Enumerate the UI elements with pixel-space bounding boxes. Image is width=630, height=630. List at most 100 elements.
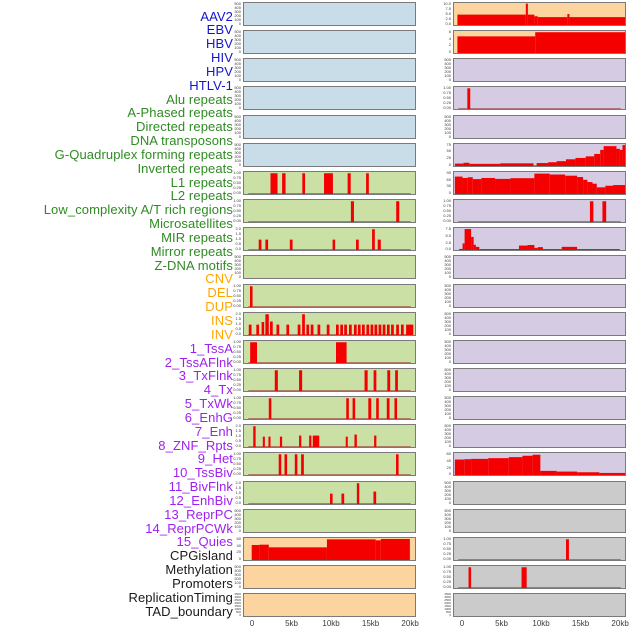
x-axis-tick-left: 10kb	[322, 619, 340, 628]
data-segment	[253, 426, 256, 448]
x-axis-tick-right: 5kb	[495, 619, 508, 628]
y-axis-tick-label: 0.25	[443, 100, 451, 106]
x-axis-tick-left: 5kb	[285, 619, 298, 628]
y-axis-tick-label: 1.0	[235, 489, 241, 495]
y-axis-tick-label: 200	[234, 266, 241, 272]
y-axis-tick-label: 200	[234, 576, 241, 581]
data-segment	[471, 237, 474, 251]
data-segment	[577, 472, 600, 476]
y-axis-tick-label: 1.00	[233, 451, 241, 457]
track-data-HTLV-1	[244, 144, 415, 166]
y-axis-tick-label: 100	[444, 439, 451, 445]
data-segment	[377, 239, 381, 251]
data-segment	[454, 459, 465, 476]
track-label-Z-DNA motifs: Z-DNA motifs	[154, 257, 233, 273]
y-axis-tick-label: 400	[444, 370, 451, 376]
y-axis-ticks: 2.0 1.5 1.0 0.5 0.0	[225, 227, 241, 251]
y-axis-tick-label: 0	[448, 49, 451, 55]
data-segment	[535, 32, 625, 54]
track-label-Inverted repeats: Inverted repeats	[137, 160, 233, 176]
track-panel-13_ReprPC	[453, 396, 626, 421]
data-segment	[589, 201, 594, 223]
y-axis-tick-label: 0.75	[233, 343, 241, 349]
data-segment	[330, 493, 333, 504]
data-segment	[577, 176, 584, 194]
track-label-6_EnhG: 6_EnhG	[184, 409, 233, 425]
track-label-7_Enh: 7_Enh	[194, 423, 233, 439]
y-axis-tick-label: 1000	[234, 607, 241, 612]
y-axis-tick-label: 0	[238, 274, 241, 280]
y-axis-ticks: 90 60 30 0	[435, 170, 451, 195]
data-segment	[467, 177, 473, 194]
y-axis-tick-label: 0	[239, 613, 241, 618]
y-axis-tick-label: 1.00	[233, 338, 241, 344]
data-segment	[276, 324, 280, 335]
track-data-TAD_boundary	[454, 594, 625, 616]
data-segment	[396, 324, 399, 335]
track-data-DEL	[244, 566, 415, 588]
y-axis-ticks: 500 400 300 200 100 0	[225, 114, 241, 139]
y-axis-tick-label: 500	[234, 85, 241, 91]
track-label-DEL: DEL	[207, 285, 233, 301]
y-axis-tick-label: 1.00	[233, 169, 241, 175]
y-axis-tick-label: 500	[444, 479, 451, 485]
y-axis-tick-label: 0.0	[235, 499, 241, 505]
y-axis-tick-label: 2	[448, 42, 451, 48]
y-axis-ticks: 500 400 300 200 100 0	[225, 142, 241, 167]
track-label-DUP: DUP	[205, 299, 233, 315]
data-segment	[361, 324, 365, 335]
data-segment	[536, 162, 549, 166]
y-axis-tick-label: 2.0	[235, 423, 241, 429]
data-segment	[299, 370, 303, 391]
data-segment	[575, 157, 586, 166]
track-panel-6_EnhG	[453, 199, 626, 224]
y-axis-tick-label: 0.00	[443, 555, 451, 561]
y-axis-ticks: 500 400 300 200 100 0	[435, 339, 451, 364]
y-axis-tick-label: 200	[444, 519, 451, 525]
y-axis-tick-label: 3000	[234, 595, 241, 600]
y-axis-tick-label: 500	[444, 57, 451, 63]
track-data-6_EnhG	[458, 201, 621, 223]
data-segment	[268, 398, 272, 420]
track-panel-DNA transposons	[243, 255, 416, 280]
y-axis-tick-label: 1.00	[233, 282, 241, 288]
track-panel-TAD_boundary	[453, 593, 626, 618]
y-axis-tick-label: 100	[444, 129, 451, 135]
data-segment	[299, 435, 302, 448]
y-axis-ticks: 2.0 1.5 1.0 0.5 0.0	[225, 424, 241, 448]
track-label-3_TxFlnk: 3_TxFlnk	[178, 368, 233, 384]
track-data-AAV2	[244, 3, 415, 25]
data-segment	[294, 454, 298, 476]
y-axis-tick-label: 0.25	[233, 184, 241, 190]
data-segment	[259, 544, 269, 560]
data-segment	[585, 156, 595, 166]
data-segment	[279, 436, 283, 448]
y-axis-tick-label: 0.25	[443, 213, 451, 219]
track-panel-L1 repeats	[243, 339, 416, 364]
data-segment	[251, 544, 260, 560]
y-axis-ticks: 1.00 0.75 0.50 0.25 0.00	[435, 565, 451, 589]
y-axis-tick-label: 0	[238, 105, 241, 111]
data-segment	[622, 144, 625, 166]
y-axis-tick-label: 0.00	[443, 218, 451, 224]
track-label-AAV2: AAV2	[200, 8, 233, 24]
y-axis-tick-label: 0	[238, 77, 241, 83]
data-segment	[374, 435, 377, 448]
data-segment	[270, 173, 278, 194]
y-axis-tick-label: 400	[444, 286, 451, 292]
data-segment	[248, 324, 252, 335]
track-data-1_TssA	[454, 59, 625, 81]
y-axis-tick-label: 0.50	[233, 348, 241, 354]
data-segment	[324, 173, 333, 194]
y-axis-tick-label: 1.00	[443, 85, 451, 91]
y-axis-tick-label: 0.5	[235, 494, 241, 500]
data-segment	[256, 324, 260, 335]
track-panel-MIR repeats	[243, 452, 416, 477]
y-axis-ticks: 1.00 0.75 0.50 0.25 0.00	[225, 367, 241, 392]
data-segment	[341, 493, 345, 504]
y-axis-ticks: 500 400 300 200 100 0	[225, 255, 241, 279]
y-axis-tick-label: 0	[448, 77, 451, 83]
y-axis-tick-label: 200	[234, 125, 241, 131]
y-axis-tick-label: 60	[446, 451, 451, 457]
